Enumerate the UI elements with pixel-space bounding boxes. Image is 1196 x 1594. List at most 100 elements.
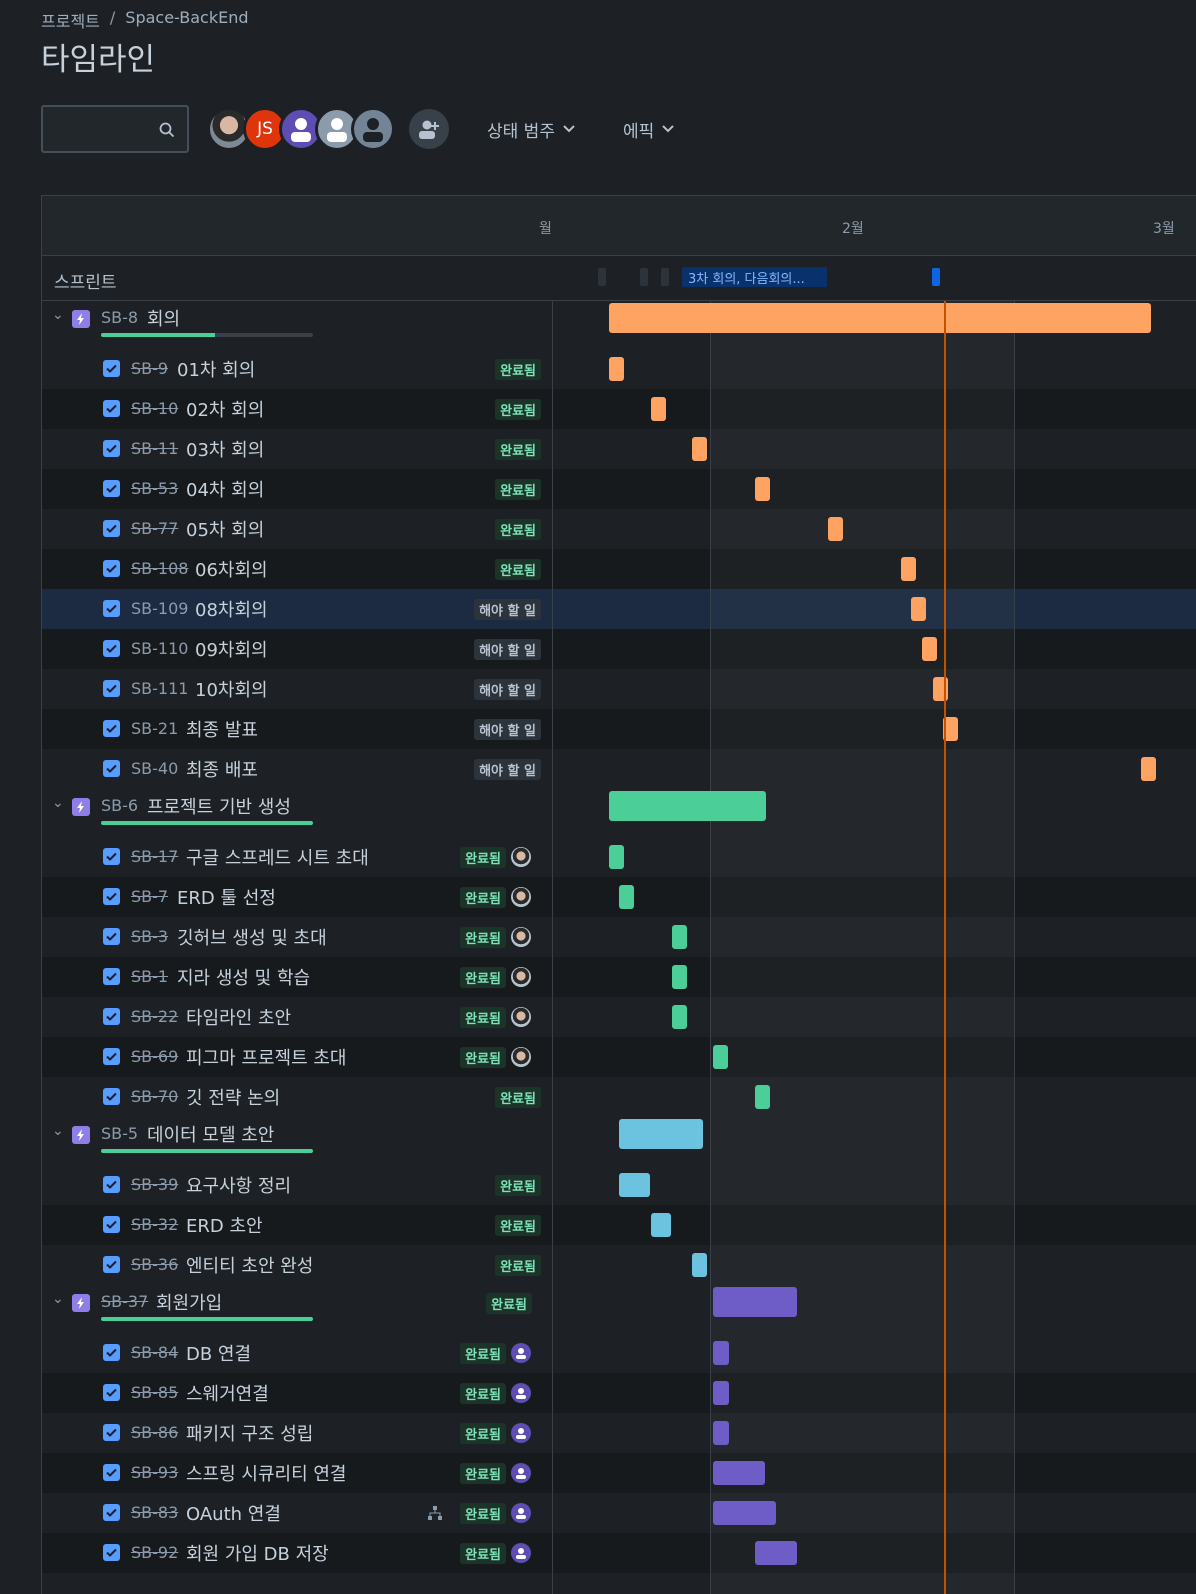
issue-bar[interactable] <box>755 1541 797 1565</box>
status-badge[interactable]: 완료됨 <box>460 1463 506 1484</box>
issue-row[interactable]: SB-9 01차 회의 완료됨 <box>42 349 1196 389</box>
issue-bar[interactable] <box>713 1421 729 1445</box>
issue-row[interactable]: SB-22 타임라인 초안 완료됨 <box>42 997 1196 1037</box>
issue-row[interactable]: SB-40 최종 배포 해야 할 일 <box>42 749 1196 789</box>
issue-key[interactable]: SB-17 <box>131 847 179 866</box>
issue-title[interactable]: 09차회의 <box>195 640 268 661</box>
assignee-avatar[interactable] <box>511 847 531 867</box>
issue-title[interactable]: 03차 회의 <box>186 440 265 461</box>
chevron-down-icon[interactable]: ⌄ <box>52 1123 64 1139</box>
issue-row[interactable]: SB-53 04차 회의 완료됨 <box>42 469 1196 509</box>
issue-title[interactable]: 타임라인 초안 <box>186 1008 292 1029</box>
issue-title[interactable]: 스웨거연결 <box>186 1384 269 1405</box>
status-badge[interactable]: 완료됨 <box>460 1343 506 1364</box>
issue-row[interactable]: SB-77 05차 회의 완료됨 <box>42 509 1196 549</box>
epic-bar[interactable] <box>713 1287 797 1317</box>
epic-key[interactable]: SB-5 <box>101 1124 139 1143</box>
issue-title[interactable]: 지라 생성 및 학습 <box>177 968 311 989</box>
status-badge[interactable]: 완료됨 <box>495 359 541 380</box>
issue-title[interactable]: 05차 회의 <box>186 520 265 541</box>
status-category-filter-button[interactable]: 상태 범주 <box>477 109 585 150</box>
issue-row[interactable]: SB-85 스웨거연결 완료됨 <box>42 1373 1196 1413</box>
assignee-avatar[interactable] <box>511 1503 531 1523</box>
issue-bar[interactable] <box>619 1173 650 1197</box>
issue-title[interactable]: ERD 초안 <box>186 1216 263 1237</box>
issue-bar[interactable] <box>713 1045 728 1069</box>
avatar-default-purple[interactable] <box>279 107 323 151</box>
epic-row[interactable]: ⌄ SB-8 회의 <box>42 301 1196 349</box>
issue-title[interactable]: 01차 회의 <box>177 360 256 381</box>
issue-row[interactable]: SB-11 03차 회의 완료됨 <box>42 429 1196 469</box>
issue-title[interactable]: OAuth 연결 <box>186 1504 281 1525</box>
issue-title[interactable]: 엔티티 초안 완성 <box>186 1256 314 1277</box>
assignee-avatar[interactable] <box>511 1543 531 1563</box>
issue-key[interactable]: SB-108 <box>131 559 189 578</box>
breadcrumb-projects-link[interactable]: 프로젝트 <box>41 12 100 31</box>
status-badge[interactable]: 완료됨 <box>495 399 541 420</box>
issue-title[interactable]: 깃허브 생성 및 초대 <box>177 928 327 949</box>
issue-row[interactable]: SB-108 06차회의 완료됨 <box>42 549 1196 589</box>
issue-bar[interactable] <box>609 845 624 869</box>
issue-key[interactable]: SB-84 <box>131 1343 179 1362</box>
issue-bar[interactable] <box>651 397 666 421</box>
issue-key[interactable]: SB-7 <box>131 887 169 906</box>
status-badge[interactable]: 완료됨 <box>495 559 541 580</box>
issue-row[interactable]: SB-3 깃허브 생성 및 초대 완료됨 <box>42 917 1196 957</box>
epic-title[interactable]: 데이터 모델 초안 <box>147 1125 275 1146</box>
epic-key[interactable]: SB-8 <box>101 308 139 327</box>
epic-key[interactable]: SB-37 <box>101 1292 149 1311</box>
assignee-avatar[interactable] <box>511 1423 531 1443</box>
add-people-button[interactable] <box>409 109 449 149</box>
issue-row[interactable]: SB-17 구글 스프레드 시트 초대 완료됨 <box>42 837 1196 877</box>
issue-key[interactable]: SB-40 <box>131 759 179 778</box>
status-badge[interactable]: 완료됨 <box>460 927 506 948</box>
issue-title[interactable]: 스프링 시큐리티 연결 <box>186 1464 347 1485</box>
breadcrumb-project-name-link[interactable]: Space-BackEnd <box>125 8 249 27</box>
issue-row[interactable]: SB-1 지라 생성 및 학습 완료됨 <box>42 957 1196 997</box>
status-badge[interactable]: 완료됨 <box>460 1503 506 1524</box>
issue-bar[interactable] <box>619 885 634 909</box>
issue-bar[interactable] <box>713 1501 776 1525</box>
epic-filter-button[interactable]: 에픽 <box>613 109 684 150</box>
issue-title[interactable]: DB 연결 <box>186 1344 252 1365</box>
issue-bar[interactable] <box>692 1253 707 1277</box>
sprint-marker-current[interactable] <box>932 268 940 286</box>
status-badge[interactable]: 완료됨 <box>460 1423 506 1444</box>
sprint-marker[interactable] <box>661 268 669 286</box>
issue-title[interactable]: 패키지 구조 성립 <box>186 1424 314 1445</box>
issue-bar[interactable] <box>609 357 624 381</box>
issue-key[interactable]: SB-9 <box>131 359 169 378</box>
issue-key[interactable]: SB-32 <box>131 1215 179 1234</box>
epic-row[interactable]: ⌄ SB-37 회원가입 완료됨 <box>42 1285 1196 1333</box>
status-badge[interactable]: 완료됨 <box>495 439 541 460</box>
issue-row[interactable]: SB-109 08차회의 해야 할 일 <box>42 589 1196 629</box>
issue-title[interactable]: 깃 전략 논의 <box>186 1088 281 1109</box>
epic-key[interactable]: SB-6 <box>101 796 139 815</box>
issue-row[interactable]: SB-84 DB 연결 완료됨 <box>42 1333 1196 1373</box>
epic-title[interactable]: 회원가입 <box>156 1293 223 1314</box>
issue-key[interactable]: SB-36 <box>131 1255 179 1274</box>
issue-key[interactable]: SB-93 <box>131 1463 179 1482</box>
issue-key[interactable]: SB-53 <box>131 479 179 498</box>
epic-bar[interactable] <box>609 303 1151 333</box>
issue-bar[interactable] <box>755 477 770 501</box>
status-badge[interactable]: 해야 할 일 <box>474 679 541 700</box>
avatar-default-dark[interactable] <box>351 107 395 151</box>
issue-row[interactable]: SB-92 회원 가입 DB 저장 완료됨 <box>42 1533 1196 1573</box>
issue-bar[interactable] <box>713 1341 729 1365</box>
issue-title[interactable]: 피그마 프로젝트 초대 <box>186 1048 347 1069</box>
issue-key[interactable]: SB-77 <box>131 519 179 538</box>
assignee-avatar[interactable] <box>511 1007 531 1027</box>
issue-title[interactable]: 구글 스프레드 시트 초대 <box>186 848 369 869</box>
issue-bar[interactable] <box>911 597 926 621</box>
issue-key[interactable]: SB-83 <box>131 1503 179 1522</box>
active-sprint-bar[interactable]: 3차 회의, 다음회의... <box>682 267 827 287</box>
status-badge[interactable]: 완료됨 <box>495 1215 541 1236</box>
issue-title[interactable]: 08차회의 <box>195 600 268 621</box>
issue-bar[interactable] <box>672 1005 687 1029</box>
issue-title[interactable]: 최종 발표 <box>186 720 258 741</box>
assignee-avatar[interactable] <box>511 927 531 947</box>
epic-bar[interactable] <box>609 791 766 821</box>
status-badge[interactable]: 완료됨 <box>495 519 541 540</box>
issue-key[interactable]: SB-111 <box>131 679 189 698</box>
